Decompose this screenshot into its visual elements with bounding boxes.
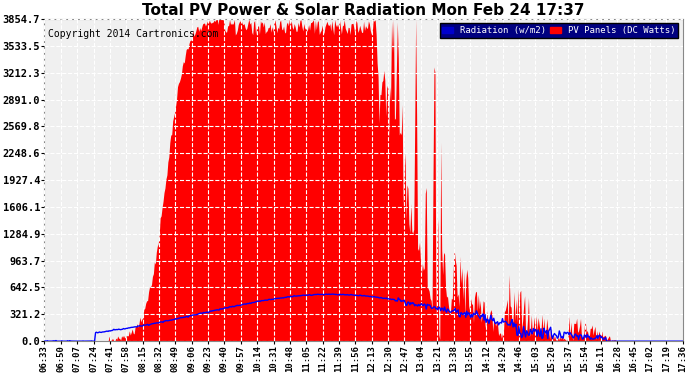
Title: Total PV Power & Solar Radiation Mon Feb 24 17:37: Total PV Power & Solar Radiation Mon Feb… — [142, 3, 585, 18]
Text: Copyright 2014 Cartronics.com: Copyright 2014 Cartronics.com — [48, 28, 218, 39]
Legend: Radiation (w/m2), PV Panels (DC Watts): Radiation (w/m2), PV Panels (DC Watts) — [440, 24, 678, 38]
